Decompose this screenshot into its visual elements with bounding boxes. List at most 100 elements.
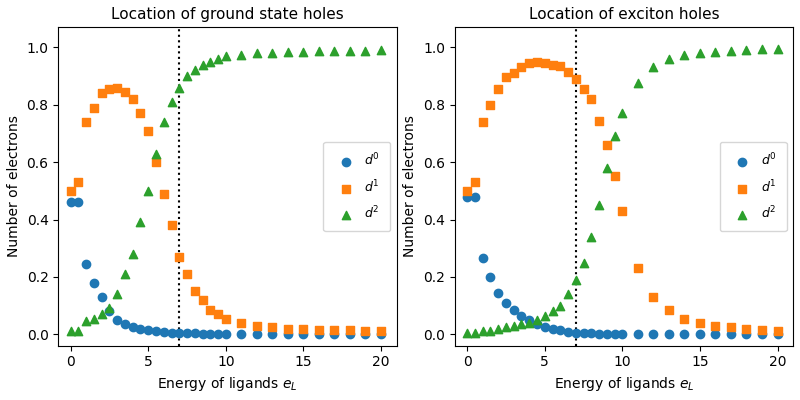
$d^1$ [343,327,356,334]
$d^0$ [188,330,201,337]
$d^0$ [476,255,489,262]
$d^1$ [110,84,123,91]
$d^0$ [678,331,691,337]
$d^0$ [554,327,566,333]
$d^2$ [181,73,194,79]
$d^0$ [196,330,209,337]
$d^1$ [64,188,77,194]
$d^2$ [562,291,574,297]
$d^1$ [492,86,505,92]
$d^0$ [756,331,769,337]
$d^2$ [250,50,263,56]
$d^2$ [196,61,209,68]
$d^2$ [72,328,85,335]
$d^2$ [158,119,170,125]
$d^1$ [740,325,753,332]
$d^1$ [266,324,278,330]
$d^2$ [188,67,201,74]
$d^2$ [297,48,310,55]
$d^0$ [601,330,614,337]
$d^1$ [546,61,559,68]
$d^1$ [142,127,154,134]
$d^0$ [142,327,154,333]
$d^2$ [476,328,489,335]
$d^1$ [282,325,294,332]
$d^1$ [250,322,263,329]
$d^2$ [359,47,372,54]
$d^0$ [374,331,387,337]
$d^1$ [593,117,606,124]
$d^1$ [95,90,108,96]
$d^1$ [103,86,116,92]
$d^2$ [235,51,248,58]
$d^1$ [173,254,186,260]
$d^0$ [80,261,93,267]
$d^0$ [585,330,598,337]
$d^2$ [212,56,225,62]
$d^1$ [80,119,93,125]
$d^2$ [150,150,162,157]
$d^0$ [150,328,162,335]
Y-axis label: Number of electrons: Number of electrons [403,116,418,258]
$d^2$ [678,51,691,58]
$d^0$ [616,331,629,337]
$d^1$ [359,327,372,334]
$d^1$ [678,315,691,322]
$d^2$ [142,188,154,194]
$d^0$ [570,330,582,336]
$d^0$ [546,325,559,332]
$d^1$ [570,76,582,82]
$d^1$ [554,63,566,69]
$d^0$ [297,331,310,337]
$d^2$ [530,317,543,323]
$d^0$ [771,331,784,337]
$d^1$ [158,190,170,197]
$d^1$ [212,311,225,318]
$d^1$ [204,307,217,313]
$d^2$ [343,48,356,54]
$d^0$ [165,330,178,336]
$d^0$ [134,326,147,332]
$d^0$ [740,331,753,337]
$d^2$ [219,53,232,59]
$d^0$ [484,274,497,280]
$d^2$ [134,219,147,226]
$d^1$ [374,328,387,334]
$d^1$ [87,104,100,111]
$d^2$ [756,46,769,52]
$d^0$ [235,331,248,337]
$d^0$ [631,331,644,337]
$d^2$ [118,271,131,277]
$d^0$ [343,331,356,337]
$d^1$ [219,315,232,322]
$d^0$ [662,331,675,337]
$d^1$ [150,159,162,165]
$d^1$ [577,86,590,92]
$d^1$ [538,60,551,66]
$d^1$ [469,179,482,186]
$d^0$ [577,330,590,336]
$d^2$ [461,330,474,336]
$d^1$ [188,288,201,294]
$d^0$ [328,331,341,337]
$d^2$ [538,312,551,319]
$d^2$ [499,324,512,330]
$d^0$ [250,331,263,337]
$d^0$ [282,331,294,337]
$d^1$ [725,324,738,330]
$d^1$ [313,326,326,333]
$d^2$ [631,80,644,86]
$d^1$ [196,297,209,303]
$d^2$ [173,84,186,91]
$d^1$ [601,142,614,148]
$d^2$ [204,58,217,65]
$d^0$ [538,324,551,330]
$d^0$ [110,317,123,323]
$d^2$ [80,318,93,324]
$d^0$ [608,331,621,337]
$d^1$ [507,70,520,76]
$d^2$ [282,49,294,55]
$d^0$ [523,317,536,323]
$d^1$ [328,327,341,333]
$d^0$ [313,331,326,337]
